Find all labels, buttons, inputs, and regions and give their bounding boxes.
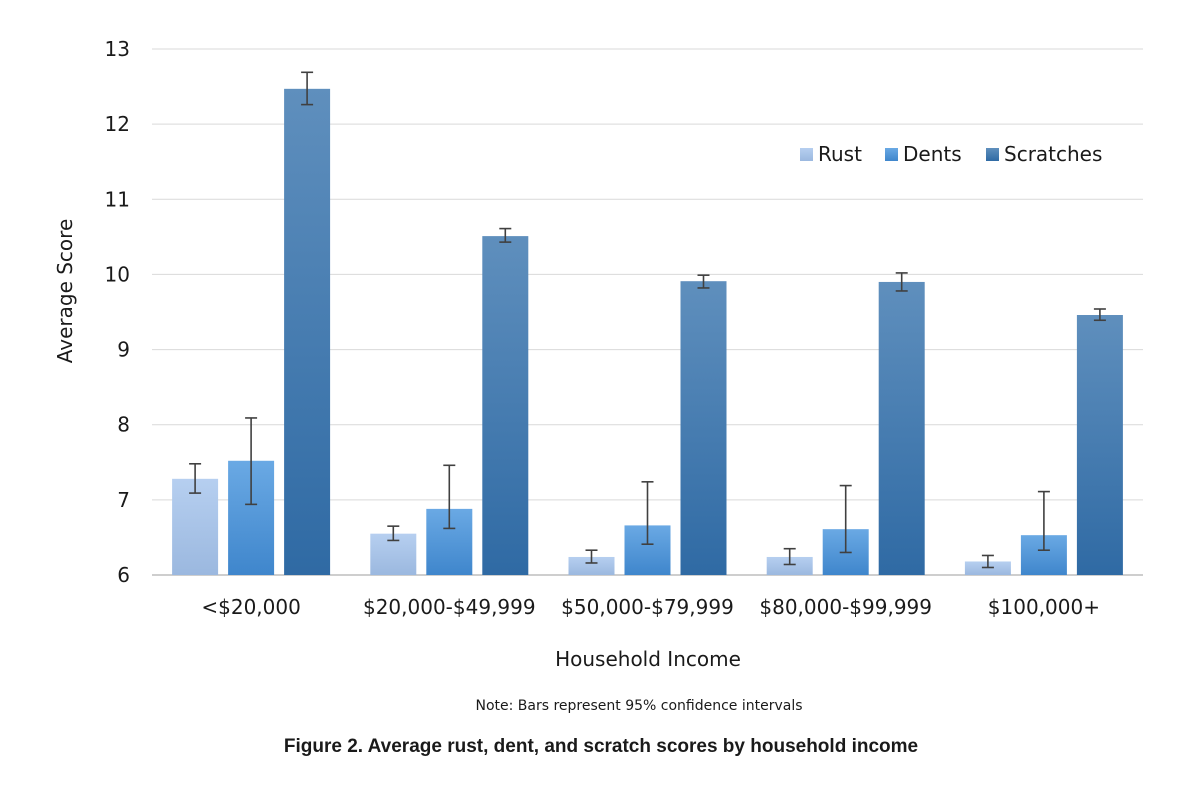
bar-rust-3 (766, 556, 813, 575)
y-tick-label: 12 (105, 112, 130, 136)
x-tick-label: $100,000+ (988, 595, 1100, 619)
error-bar-scratches-2 (697, 274, 710, 289)
error-bar-rust-3 (783, 547, 796, 566)
y-tick-label: 10 (105, 262, 130, 286)
legend-label: Dents (903, 142, 962, 166)
y-tick-label: 8 (117, 413, 130, 437)
error-bar-rust-1 (387, 525, 400, 542)
legend-label: Rust (818, 142, 862, 166)
figure-caption: Figure 2. Average rust, dent, and scratc… (284, 736, 918, 757)
error-bar-rust-2 (585, 549, 598, 564)
y-tick-label: 13 (105, 37, 130, 61)
bar-scratches-1 (482, 236, 529, 575)
y-tick-label: 9 (117, 338, 130, 362)
y-axis-ticks: 6 7 8 9 10 11 12 13 (105, 37, 130, 587)
error-bar-scratches-3 (895, 272, 908, 292)
y-axis-title: Average Score (53, 219, 77, 364)
error-bar-scratches-0 (301, 71, 314, 106)
y-tick-label: 7 (117, 488, 130, 512)
error-bar-scratches-1 (499, 227, 512, 243)
y-tick-label: 6 (117, 563, 130, 587)
error-bar-dents-0 (245, 417, 258, 506)
x-axis-ticks: <$20,000 $20,000-$49,999 $50,000-$79,999 $8… (201, 595, 1100, 619)
legend-swatch (885, 148, 898, 161)
error-bar-rust-0 (189, 462, 202, 494)
x-axis-title: Household Income (555, 647, 741, 671)
y-tick-label: 11 (105, 187, 130, 211)
error-bar-dents-1 (443, 464, 456, 530)
error-bar-dents-3 (839, 484, 852, 554)
x-tick-label: <$20,000 (201, 595, 300, 619)
legend-swatch (986, 148, 999, 161)
legend-item-scratches: Scratches (986, 142, 1102, 166)
error-bars (189, 71, 1106, 569)
bar-rust-0 (172, 478, 219, 575)
bar-scratches-0 (284, 88, 331, 575)
legend-item-rust: Rust (800, 142, 862, 166)
error-bar-scratches-4 (1093, 308, 1106, 322)
legend: Rust Dents Scratches (800, 142, 1102, 166)
x-tick-label: $80,000-$99,999 (759, 595, 932, 619)
bar-rust-2 (568, 556, 615, 575)
error-bar-dents-4 (1037, 490, 1050, 552)
bar-scratches-4 (1076, 315, 1123, 575)
x-tick-label: $20,000-$49,999 (363, 595, 536, 619)
legend-swatch (800, 148, 813, 161)
bar-scratches-2 (680, 281, 727, 575)
legend-item-dents: Dents (885, 142, 962, 166)
legend-label: Scratches (1004, 142, 1102, 166)
bars (172, 88, 1123, 575)
x-tick-label: $50,000-$79,999 (561, 595, 734, 619)
error-bar-rust-4 (981, 554, 994, 569)
error-bar-dents-2 (641, 481, 654, 545)
bar-scratches-3 (878, 281, 925, 575)
chart-note: Note: Bars represent 95% confidence inte… (475, 698, 802, 714)
